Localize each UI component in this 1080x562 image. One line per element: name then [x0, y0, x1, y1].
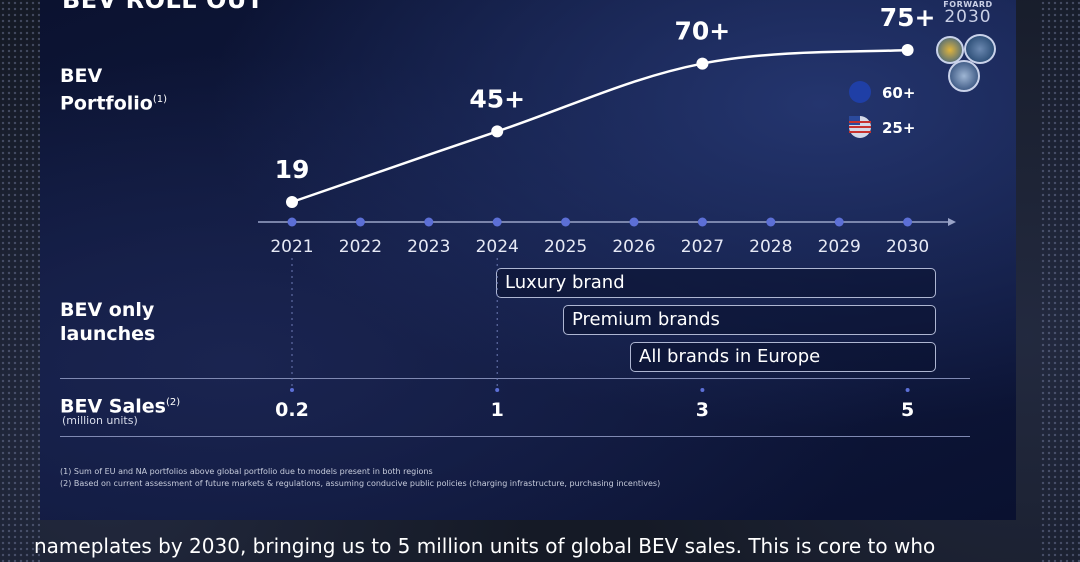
portfolio-line: [291, 48, 908, 204]
sales-guide-dot: [495, 388, 500, 392]
separator-line: [60, 378, 970, 379]
logo-line1: FORWARD: [943, 0, 993, 9]
sales-label: BEV Sales: [60, 395, 166, 418]
portfolio-label-line2: Portfolio: [60, 92, 153, 115]
portfolio-row-label: BEV Portfolio(1): [60, 64, 167, 115]
x-tick-dot: [697, 217, 707, 227]
launches-row-label: BEV only launches: [60, 298, 155, 346]
sales-guide-dot: [700, 388, 705, 392]
portfolio-point: [491, 125, 504, 138]
footnote-2: (2) Based on current assessment of futur…: [60, 479, 661, 488]
sales-value: 5: [901, 399, 914, 421]
presentation-slide: BEV ROLL OUT FORWARD 2030 BEV Portfolio(…: [40, 0, 1016, 520]
sales-value: 0.2: [275, 399, 309, 421]
legend-value: 60+: [882, 84, 915, 102]
bev-portfolio-chart: 2021 2022 2023 2024 2025 2026 2027 2028 2029 2030…: [258, 3, 956, 421]
portfolio-point: [901, 44, 914, 56]
launches-label-line2: launches: [60, 323, 156, 345]
separator-line: [60, 436, 970, 437]
x-tick-dot: [355, 217, 365, 227]
portfolio-value-label: 19: [275, 155, 310, 184]
x-tick-dot: [629, 217, 639, 227]
badge-icon: [964, 34, 996, 64]
us-flag-stripe: [849, 126, 871, 128]
us-flag-stripe: [849, 121, 871, 123]
x-tick-label: 2026: [612, 237, 655, 257]
launch-bar: Premium brands: [563, 305, 936, 335]
x-axis-arrow: [948, 218, 956, 226]
badge-icon: [948, 60, 980, 92]
footnote-marker: (2): [166, 397, 181, 408]
x-tick-label: 2028: [749, 237, 792, 257]
sales-guide-dot: [905, 388, 910, 392]
x-tick-label: 2025: [544, 237, 587, 257]
badge-icon: [936, 36, 964, 64]
legend-value: 25+: [882, 119, 915, 137]
x-tick-dot: [561, 217, 571, 227]
launches-label-line1: BEV only: [60, 299, 155, 321]
x-tick-label: 2022: [339, 237, 382, 257]
x-tick-label: 2023: [407, 237, 450, 257]
us-flag-canton: [849, 116, 860, 125]
x-tick-dot: [766, 217, 776, 227]
footnote-marker: (1): [152, 94, 168, 105]
portfolio-value-label: 45+: [469, 84, 525, 113]
portfolio-label-line1: BEV: [60, 65, 103, 87]
dot-pattern-left: [0, 0, 40, 562]
x-tick-dot: [834, 217, 844, 227]
eu-flag-icon: [849, 81, 871, 103]
x-tick-label: 2029: [818, 237, 861, 257]
sales-guide-dot: [290, 388, 294, 392]
x-tick-dot: [492, 217, 502, 227]
x-tick-label: 2024: [476, 237, 519, 257]
portfolio-value-label: 70+: [675, 17, 731, 46]
x-tick-label: 2030: [886, 237, 929, 257]
x-tick-dot: [424, 217, 434, 227]
portfolio-point: [286, 196, 298, 208]
video-caption: nameplates by 2030, bringing us to 5 mil…: [34, 534, 936, 558]
sales-value: 1: [491, 399, 504, 421]
forward-2030-logo: FORWARD 2030: [933, 0, 1003, 27]
slide-title: BEV ROLL OUT: [62, 0, 264, 14]
x-tick-dot: [903, 217, 913, 227]
launch-bar: Luxury brand: [496, 268, 936, 298]
x-tick-label: 2027: [681, 237, 724, 257]
launch-bar: All brands in Europe: [630, 342, 936, 372]
us-flag-stripe: [849, 131, 871, 133]
x-tick-label: 2021: [270, 237, 313, 257]
footnote-1: (1) Sum of EU and NA portfolios above gl…: [60, 467, 433, 476]
sales-unit-label: (million units): [62, 414, 138, 427]
portfolio-point: [696, 57, 709, 70]
x-tick-dot: [287, 217, 297, 227]
brand-badges: [934, 34, 1002, 92]
portfolio-label-line2-wrap: Portfolio(1): [60, 88, 167, 115]
portfolio-value-label: 75+: [880, 3, 936, 32]
dot-pattern-right: [1040, 0, 1080, 562]
sales-row-label: BEV Sales(2): [60, 391, 180, 418]
logo-line2: 2030: [944, 7, 992, 27]
sales-value: 3: [696, 399, 709, 421]
